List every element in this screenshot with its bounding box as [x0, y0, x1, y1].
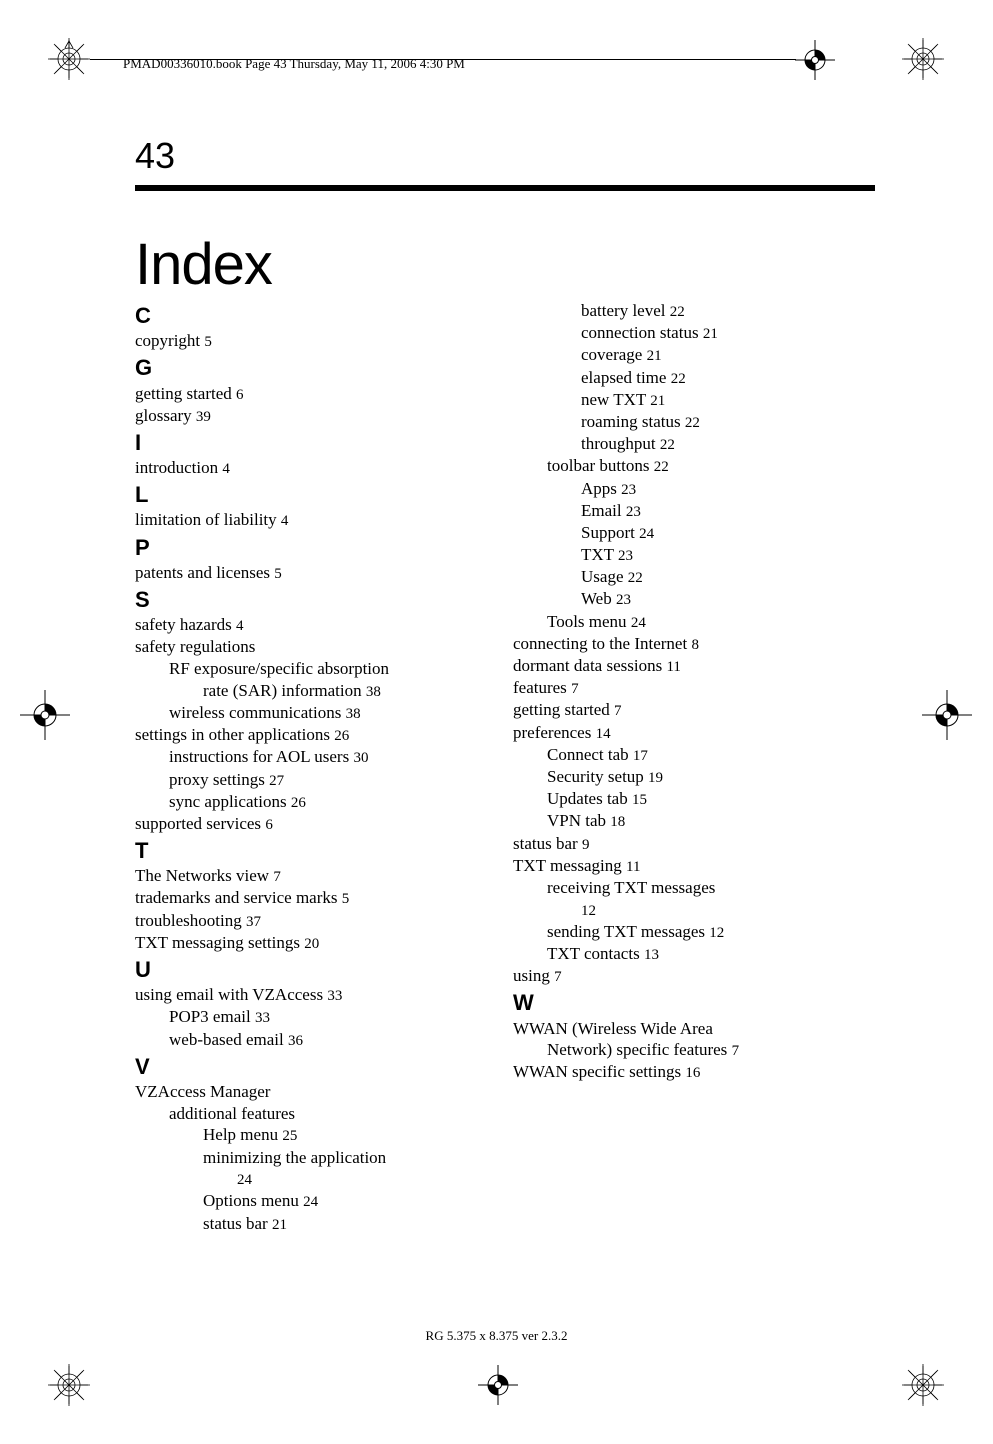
index-entry: limitation of liability 4 [135, 509, 495, 531]
index-entry: using email with VZAccess 33 [135, 984, 495, 1006]
index-entry: trademarks and service marks 5 [135, 887, 495, 909]
index-subentry: additional features [135, 1103, 495, 1125]
regmark-top-center [795, 40, 835, 80]
index-entry: connecting to the Internet 8 [513, 633, 873, 655]
index-entry: supported services 6 [135, 813, 495, 835]
index-entry: Network) specific features 7 [513, 1039, 873, 1061]
index-entry: status bar 9 [513, 833, 873, 855]
index-entry: WWAN specific settings 16 [513, 1061, 873, 1083]
index-subentry: roaming status 22 [513, 411, 873, 433]
regmark-top-right [900, 36, 946, 82]
index-subentry: Help menu 25 [135, 1124, 495, 1146]
index-subentry: Apps 23 [513, 478, 873, 500]
index-subentry: rate (SAR) information 38 [135, 680, 495, 702]
index-subentry: Updates tab 15 [513, 788, 873, 810]
index-entry: troubleshooting 37 [135, 910, 495, 932]
page-number: 43 [135, 135, 875, 177]
index-letter: L [135, 481, 495, 509]
index-subentry: connection status 21 [513, 322, 873, 344]
index-subentry: Support 24 [513, 522, 873, 544]
index-subentry: toolbar buttons 22 [513, 455, 873, 477]
index-entry: patents and licenses 5 [135, 562, 495, 584]
index-entry: VZAccess Manager [135, 1081, 495, 1103]
index-entry: preferences 14 [513, 722, 873, 744]
index-entry: TXT messaging settings 20 [135, 932, 495, 954]
divider [135, 185, 875, 191]
index-subentry: Usage 22 [513, 566, 873, 588]
index-subentry: throughput 22 [513, 433, 873, 455]
index-subentry: Email 23 [513, 500, 873, 522]
index-subentry: coverage 21 [513, 344, 873, 366]
index-entry: dormant data sessions 11 [513, 655, 873, 677]
regmark-right-center [922, 690, 972, 740]
index-entry: features 7 [513, 677, 873, 699]
index-entry: TXT messaging 11 [513, 855, 873, 877]
index-subentry: VPN tab 18 [513, 810, 873, 832]
regmark-bottom-center [478, 1365, 518, 1405]
page-content: 43 Index C copyright 5 G getting started… [135, 135, 875, 1235]
index-entry: glossary 39 [135, 405, 495, 427]
index-entry: using 7 [513, 965, 873, 987]
index-columns: C copyright 5 G getting started 6 glossa… [135, 300, 875, 1235]
index-subentry: elapsed time 22 [513, 367, 873, 389]
index-letter: T [135, 837, 495, 865]
header-running-line: PMAD00336010.book Page 43 Thursday, May … [123, 56, 465, 72]
index-entry: copyright 5 [135, 330, 495, 352]
regmark-top-left [46, 36, 92, 82]
index-col-left: C copyright 5 G getting started 6 glossa… [135, 300, 495, 1235]
index-letter: W [513, 989, 873, 1017]
index-entry: introduction 4 [135, 457, 495, 479]
index-entry: getting started 7 [513, 699, 873, 721]
index-subentry: Security setup 19 [513, 766, 873, 788]
regmark-bottom-left [46, 1362, 92, 1408]
index-subentry: 12 [513, 899, 873, 921]
index-subentry: Tools menu 24 [513, 611, 873, 633]
index-col-right: battery level 22 connection status 21 co… [513, 300, 873, 1235]
index-entry: The Networks view 7 [135, 865, 495, 887]
index-subentry: TXT contacts 13 [513, 943, 873, 965]
index-entry: safety hazards 4 [135, 614, 495, 636]
index-entry: safety regulations [135, 636, 495, 658]
index-subentry: RF exposure/specific absorption [135, 658, 495, 680]
index-subentry: minimizing the application [135, 1147, 495, 1169]
footer-text: RG 5.375 x 8.375 ver 2.3.2 [0, 1328, 993, 1344]
index-letter: V [135, 1053, 495, 1081]
index-entry: settings in other applications 26 [135, 724, 495, 746]
index-letter: G [135, 354, 495, 382]
index-subentry: proxy settings 27 [135, 769, 495, 791]
index-subentry: POP3 email 33 [135, 1006, 495, 1028]
index-subentry: wireless communications 38 [135, 702, 495, 724]
index-subentry: instructions for AOL users 30 [135, 746, 495, 768]
index-subentry: status bar 21 [135, 1213, 495, 1235]
index-subentry: sync applications 26 [135, 791, 495, 813]
index-subentry: TXT 23 [513, 544, 873, 566]
index-subentry: 24 [135, 1168, 495, 1190]
index-subentry: web-based email 36 [135, 1029, 495, 1051]
index-subentry: Options menu 24 [135, 1190, 495, 1212]
index-subentry: battery level 22 [513, 300, 873, 322]
index-subentry: Connect tab 17 [513, 744, 873, 766]
page-title: Index [135, 231, 875, 298]
regmark-bottom-right [900, 1362, 946, 1408]
index-letter: C [135, 302, 495, 330]
index-entry: WWAN (Wireless Wide Area [513, 1018, 873, 1040]
index-letter: S [135, 586, 495, 614]
index-letter: P [135, 534, 495, 562]
regmark-left-center [20, 690, 70, 740]
index-subentry: receiving TXT messages [513, 877, 873, 899]
index-subentry: new TXT 21 [513, 389, 873, 411]
index-letter: U [135, 956, 495, 984]
index-letter: I [135, 429, 495, 457]
index-subentry: Web 23 [513, 588, 873, 610]
index-entry: getting started 6 [135, 383, 495, 405]
index-subentry: sending TXT messages 12 [513, 921, 873, 943]
